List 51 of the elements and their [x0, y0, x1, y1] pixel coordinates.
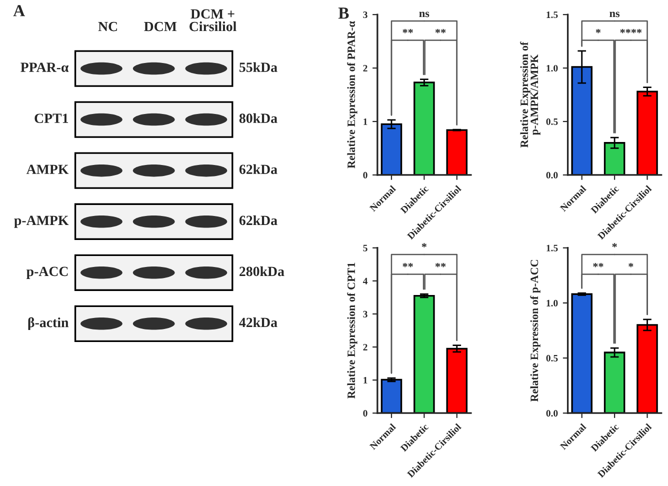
y-tick-label: 0.5 [546, 354, 558, 362]
category-label: p-AMPK [14, 216, 69, 228]
y-tick-label: 2 [363, 64, 368, 72]
text: A [13, 5, 26, 16]
y-axis-title: Relative Expression of CPT1 [347, 262, 358, 399]
y-tick-label: 2 [363, 344, 368, 350]
annotation: * [596, 28, 601, 34]
annotation: ** [435, 262, 446, 268]
category-label: 80kDa [239, 113, 278, 124]
y-tick-label: 0.0 [546, 172, 558, 178]
y-tick-label: 4 [362, 278, 368, 284]
category-label: 280kDa [240, 266, 284, 276]
y-tick-label: 5 [363, 244, 368, 252]
y-tick-label: 3 [363, 12, 368, 18]
chart-title: B [338, 8, 349, 19]
category-label: CPT1 [34, 114, 68, 124]
y-tick-label: 3 [363, 310, 368, 318]
annotation: ns [610, 12, 620, 18]
annotation: ns [419, 12, 430, 18]
category-label: 55kDa [240, 62, 278, 72]
annotation: * [628, 262, 634, 268]
y-tick-label: 0.0 [546, 410, 558, 417]
y-axis-title: Relative Expression of PPAR-α [347, 21, 358, 168]
text: * [612, 243, 617, 248]
annotation: **** [620, 28, 642, 34]
category-label: AMPK [26, 164, 69, 174]
y-tick-label: 1 [364, 377, 368, 384]
category-label: 62kDa [239, 164, 278, 174]
category-label: 42kDa [239, 317, 278, 328]
category-label: DCM + Cirsiliol [190, 9, 236, 32]
y-tick-label: 0 [363, 410, 368, 417]
y-tick-label: 0.5 [546, 118, 558, 126]
category-label: p-ACC [26, 266, 68, 279]
y-tick-label: 1.0 [546, 300, 558, 306]
y-tick-label: 0 [363, 172, 368, 178]
y-tick-label: 1.0 [546, 64, 558, 72]
category-label: β-actin [28, 317, 69, 330]
y-tick-label: 1.5 [546, 12, 558, 18]
annotation: ** [593, 262, 604, 268]
y-tick-label: 1.5 [546, 244, 558, 252]
category-label: 62kDa [239, 215, 278, 226]
text: * [422, 243, 426, 248]
category-label: DCM [144, 22, 177, 32]
annotation: ** [402, 28, 413, 34]
annotation: ** [402, 262, 413, 268]
category-label: NC [98, 22, 117, 32]
annotation: ** [435, 28, 446, 34]
y-axis-title: Relative Expression of p-ACC [530, 260, 540, 402]
y-axis-title: Relative Expression of p-AMPK/AMPK [520, 42, 540, 148]
category-label: PPAR-α [20, 62, 69, 72]
y-tick-label: 1 [364, 118, 368, 125]
